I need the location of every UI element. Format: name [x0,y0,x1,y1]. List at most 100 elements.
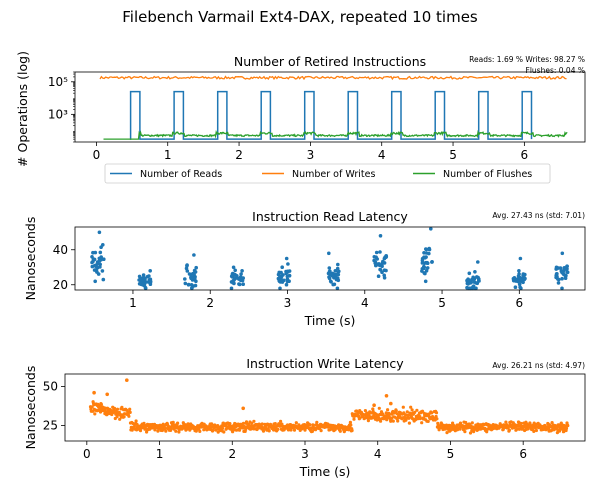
x-tick-label: 4 [378,148,386,162]
write-latency-point [241,421,246,425]
write-latency-point [363,409,367,413]
write-latency-point [407,416,411,420]
write-latency-point [237,428,242,432]
write-latency-point [564,426,569,430]
read-latency-point [517,269,521,273]
write-latency-point [260,422,264,426]
read-latency-point [424,269,429,273]
write-latency-point [171,420,175,424]
read-latency-point [328,279,333,284]
write-latency-point [350,428,354,433]
write-latency-point [445,431,449,435]
write-latency-point [279,419,283,423]
read-latency-point [284,282,289,287]
write-latency-point [352,417,356,421]
series-line-flushes [103,129,568,140]
read-latency-point [376,274,381,279]
read-latency-point [94,268,99,273]
read-latency-point [336,262,340,267]
read-latency-point [185,263,189,267]
legend-frame [104,163,551,184]
write-latency-point [220,426,225,430]
y-axis-label: Nanoseconds [23,217,38,301]
read-latency-point [565,264,569,269]
write-latency-point [430,411,434,415]
read-latency-point [137,282,142,286]
read-latency-point [332,282,337,287]
read-latency-point [99,245,103,249]
write-latency-point [420,421,424,425]
read-latency-point [189,272,193,277]
write-latency-point [366,419,370,423]
x-tick-label: 3 [307,148,315,162]
read-latency-point [335,266,340,271]
x-tick-label: 5 [447,447,455,461]
read-latency-point [233,268,237,273]
write-latency-point [507,428,511,432]
read-latency-point [93,279,97,284]
write-latency-point [128,410,132,414]
read-latency-point [470,277,474,282]
x-tick-label: 2 [206,296,214,310]
write-latency-point [420,409,425,413]
subplot-title: Number of Retired Instructions [234,54,426,69]
y-tick-label: 25 [43,418,58,432]
x-axis-label: Time (s) [304,313,356,328]
write-latency-point [308,423,312,427]
retired-instructions-panel: Number of Retired Instructions 0 1 2 3 4 5 6 10³… [15,51,586,184]
write-latency-point [519,421,523,426]
read-latency-point [186,283,191,287]
read-latency-point [327,275,331,279]
write-latency-point [128,407,132,411]
read-latency-point [374,255,378,259]
read-latency-point [560,251,565,256]
write-latency-point [273,422,277,426]
write-latency-point [319,429,323,433]
read-latency-point [141,273,146,277]
write-latency-outlier [92,390,96,395]
write-latency-point [407,421,411,425]
read-latency-point [560,276,564,281]
read-latency-point [382,273,387,278]
y-tick-label: 10³ [48,107,68,121]
write-latency-point [93,412,97,416]
legend-label: Number of Flushes [443,169,532,180]
x-axis-label: Time (s) [299,464,351,479]
write-latency-point [394,409,398,413]
write-latency-point [174,429,178,433]
write-latency-point [349,423,353,427]
read-latency-point [378,267,382,272]
read-latency-point [94,265,99,269]
read-latency-point [193,270,198,274]
x-tick-label: 1 [156,447,164,461]
read-latency-point [473,270,477,274]
read-latency-point [192,253,196,257]
read-latency-point [556,281,561,285]
read-latency-point [466,282,471,286]
read-latency-point [423,279,428,284]
read-latency-point [372,258,376,263]
write-latency-point [418,417,422,421]
read-latency-point [374,250,379,255]
read-latency-point [232,278,236,282]
read-latency-point [468,286,473,291]
read-latency-point [326,271,331,276]
write-latency-point [294,421,298,425]
write-latency-point [220,424,224,428]
write-latency-point [409,405,413,409]
read-latency-point [98,262,102,267]
write-latency-point [434,411,439,415]
read-latency-point [148,279,153,284]
plot-frame [74,71,586,143]
read-latency-point [377,263,382,268]
read-latency-point [98,250,103,255]
read-latency-point [513,285,518,290]
legend: Number of Reads Number of Writes Number of… [104,163,551,184]
read-latency-point [229,286,234,291]
read-latency-point [477,277,481,281]
x-tick-label: 2 [235,148,243,162]
write-latency-point [426,419,430,423]
read-latency-point [518,285,522,290]
plot-frame [64,373,586,442]
